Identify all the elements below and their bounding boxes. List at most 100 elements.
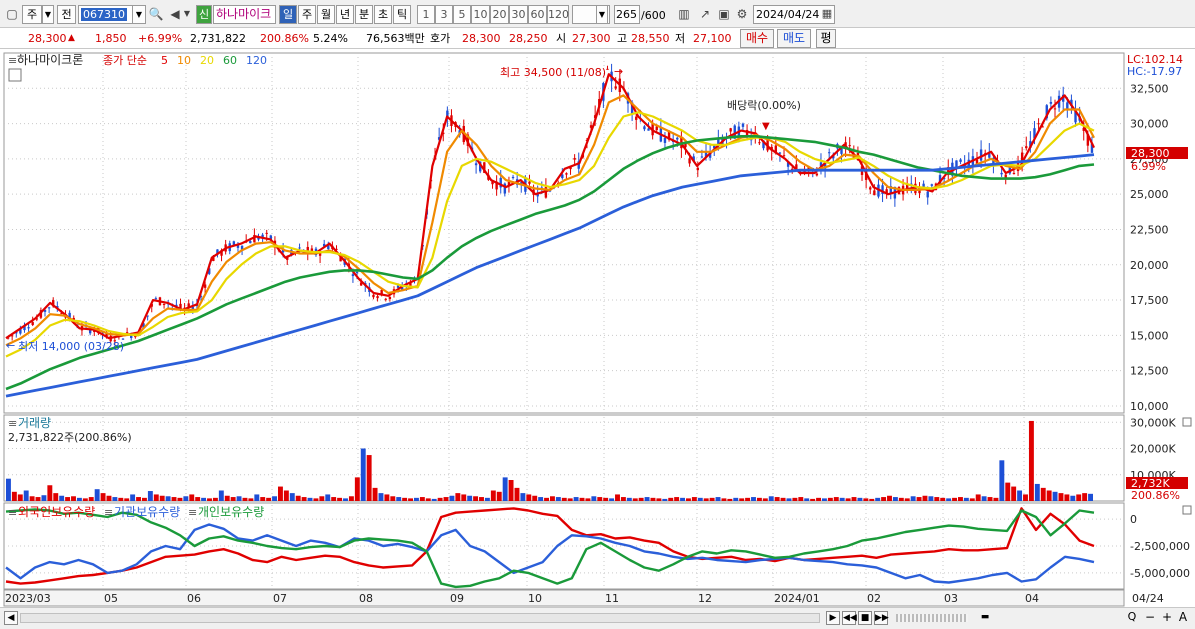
candle-body: [130, 334, 133, 339]
prev-button[interactable]: 전: [57, 5, 76, 24]
volume-bar: [922, 495, 928, 501]
candle-body: [1033, 128, 1036, 139]
interval-tab-1[interactable]: 3: [435, 5, 453, 24]
volume-bar: [467, 495, 473, 501]
candle-body: [676, 137, 679, 140]
volume-bar: [366, 455, 372, 501]
rewind-icon[interactable]: ◀◀: [842, 611, 857, 625]
chart-area[interactable]: 10,000 12,500 15,000 17,500 20,000 22,500 25,0…: [0, 50, 1195, 629]
candle-body: [88, 328, 92, 334]
candle-body: [327, 245, 330, 250]
volume-bar: [963, 497, 969, 501]
zoom-slider-handle[interactable]: ▬: [980, 612, 990, 622]
period-tab-1[interactable]: 주: [298, 5, 316, 24]
stock-code-input[interactable]: 067310: [78, 5, 146, 24]
volume-bar: [331, 497, 337, 501]
period-tab-0[interactable]: 일: [279, 5, 297, 24]
price-tick-1: 12,500: [1130, 365, 1169, 378]
volume-bar: [65, 497, 71, 501]
quote-change: 1,850: [95, 32, 127, 45]
date-input[interactable]: 2024/04/24: [753, 5, 835, 24]
eval-button[interactable]: 평: [816, 29, 836, 48]
volume-bar: [94, 489, 100, 501]
volume-bar: [981, 496, 987, 501]
save-icon[interactable]: ▣: [718, 7, 730, 21]
candle-body: [93, 330, 96, 333]
volume-bar: [603, 497, 609, 501]
holding-tick-1: -2,500,000: [1130, 540, 1190, 553]
market-select[interactable]: 주: [22, 5, 42, 24]
buy-button[interactable]: 매수: [740, 29, 774, 48]
search-zoom-icon[interactable]: Q: [1127, 610, 1137, 623]
candle-body: [684, 143, 687, 148]
zoom-track[interactable]: [896, 614, 968, 622]
gear-icon[interactable]: ⚙: [736, 7, 748, 21]
volume-bar: [526, 494, 532, 501]
volume-bar: [53, 493, 59, 501]
candle-body: [474, 163, 478, 166]
candle-body: [905, 183, 909, 191]
candle-body: [630, 102, 634, 115]
candle-body: [495, 181, 498, 190]
period-tab-6[interactable]: 틱: [393, 5, 411, 24]
x-axis-label-11: 03: [944, 592, 958, 605]
volume-bar: [159, 495, 165, 501]
interval-tab-0[interactable]: 1: [417, 5, 435, 24]
holding-legend-separator: ≡: [188, 506, 197, 519]
scroll-left-icon[interactable]: ◀: [4, 611, 18, 625]
interval-tab-5[interactable]: 30: [509, 5, 528, 24]
zoom-out-icon[interactable]: −: [1144, 610, 1156, 624]
font-size-icon[interactable]: A: [1178, 610, 1188, 624]
period-tab-4[interactable]: 분: [355, 5, 373, 24]
volume-bar: [798, 497, 804, 501]
scroll-right-icon[interactable]: ▶: [826, 611, 840, 625]
speaker-icon[interactable]: ◀: [170, 7, 180, 21]
search-icon[interactable]: 🔍: [148, 7, 164, 21]
volume-bar: [863, 498, 869, 501]
x-axis-label-0: 2023/03: [5, 592, 51, 605]
volume-bar: [780, 497, 786, 501]
zoom-in-icon[interactable]: +: [1161, 610, 1173, 624]
candle-body: [782, 155, 786, 157]
market-dropdown-icon[interactable]: ▼: [42, 5, 54, 24]
candle-body: [216, 249, 219, 255]
candle-body: [807, 166, 810, 171]
candle-body: [43, 309, 47, 312]
count-input[interactable]: 265: [614, 5, 640, 24]
fast-forward-icon[interactable]: ▶▶: [874, 611, 889, 625]
market-label: 주: [26, 8, 38, 21]
volume-bar: [585, 498, 591, 501]
interval-tab-4[interactable]: 20: [490, 5, 509, 24]
volume-bar: [88, 497, 94, 501]
code-dropdown-icon[interactable]: ▼: [132, 5, 146, 24]
calendar-icon[interactable]: ▦: [821, 7, 833, 20]
volume-bar: [739, 498, 745, 501]
interval-tab-6[interactable]: 60: [528, 5, 547, 24]
period-tab-3[interactable]: 년: [336, 5, 354, 24]
candle-body: [573, 157, 576, 160]
candle-type-icon[interactable]: ▥: [678, 7, 690, 21]
chart-svg[interactable]: 10,000 12,500 15,000 17,500 20,000 22,500 25,0…: [0, 50, 1195, 607]
candle-body: [528, 181, 531, 184]
period-tab-5[interactable]: 초: [374, 5, 392, 24]
volume-bar: [41, 495, 47, 501]
scroll-track[interactable]: [20, 613, 820, 623]
volume-panel-close-icon: [1182, 417, 1192, 427]
candle-body: [6, 337, 10, 339]
stop-icon[interactable]: ■: [858, 611, 872, 625]
drawing-tool-icon[interactable]: ↗: [699, 7, 711, 21]
volume-bar: [916, 497, 922, 501]
interval-tab-2[interactable]: 5: [453, 5, 471, 24]
interval-tab-3[interactable]: 10: [471, 5, 490, 24]
candle-body: [208, 268, 211, 274]
period-tab-2[interactable]: 월: [317, 5, 335, 24]
custom-interval-dropdown-icon[interactable]: ▼: [596, 5, 608, 24]
speaker-dropdown-icon[interactable]: ▼: [183, 9, 191, 18]
interval-tab-7[interactable]: 120: [547, 5, 569, 24]
candle-body: [1037, 123, 1040, 125]
volume-bar: [136, 497, 141, 501]
candle-body: [614, 86, 617, 89]
sell-button[interactable]: 매도: [777, 29, 811, 48]
candle-body: [1090, 143, 1094, 153]
window-icon[interactable]: ▢: [6, 7, 18, 21]
